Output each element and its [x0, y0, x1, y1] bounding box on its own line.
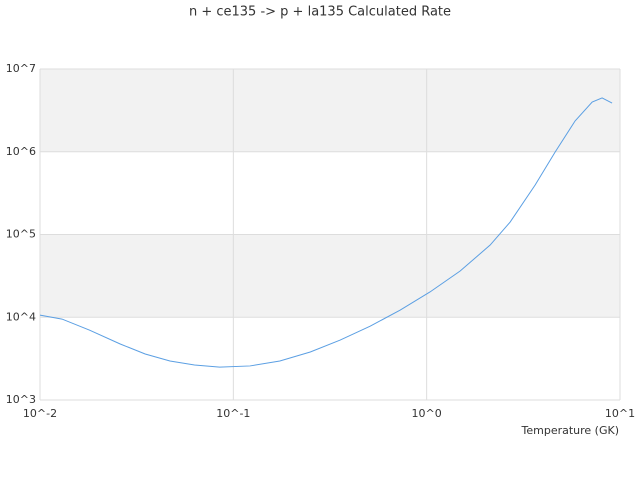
line-series — [39, 97, 613, 368]
x-tick-label: 10^1 — [605, 407, 635, 420]
chart-title: n + ce135 -> p + la135 Calculated Rate — [189, 5, 451, 20]
band — [40, 234, 620, 318]
x-tick-label: 10^0 — [412, 407, 442, 420]
x-tick-label: 10^-1 — [216, 407, 250, 420]
y-tick-label: 10^4 — [6, 310, 36, 323]
x-tick-label: 10^-2 — [23, 407, 57, 420]
plot-bands — [40, 69, 620, 318]
y-tick-label: 10^7 — [6, 62, 36, 75]
y-tick-label: 10^3 — [6, 393, 36, 406]
band — [40, 69, 620, 152]
y-tick-label: 10^5 — [6, 228, 36, 241]
y-tick-label: 10^6 — [6, 145, 36, 158]
x-axis-label: Temperature (GK) — [521, 424, 620, 437]
